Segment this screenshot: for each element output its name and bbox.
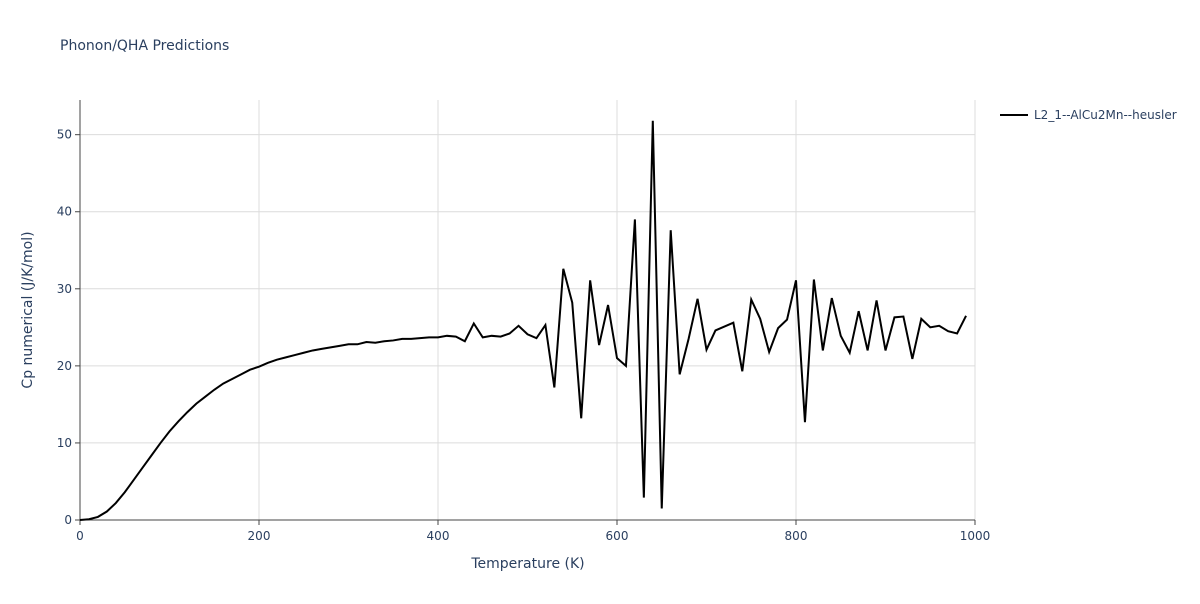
x-tick-label: 1000: [960, 529, 991, 543]
x-tick-label: 0: [76, 529, 84, 543]
y-tick-label: 50: [57, 128, 72, 142]
x-tick-label: 800: [785, 529, 808, 543]
chart-title: Phonon/QHA Predictions: [60, 38, 229, 54]
series-line: [79, 120, 967, 521]
y-tick-label: 0: [64, 513, 72, 527]
x-tick-label: 200: [248, 529, 271, 543]
y-tick-label: 10: [57, 436, 72, 450]
x-tick-label: 600: [606, 529, 629, 543]
y-axis-title: Cp numerical (J/K/mol): [20, 231, 36, 388]
y-tick-label: 30: [57, 282, 72, 296]
x-tick-label: 400: [427, 529, 450, 543]
legend-label: L2_1--AlCu2Mn--heusler: [1034, 108, 1177, 122]
y-tick-label: 40: [57, 205, 72, 219]
y-tick-label: 20: [57, 359, 72, 373]
x-axis-title: Temperature (K): [470, 556, 584, 572]
